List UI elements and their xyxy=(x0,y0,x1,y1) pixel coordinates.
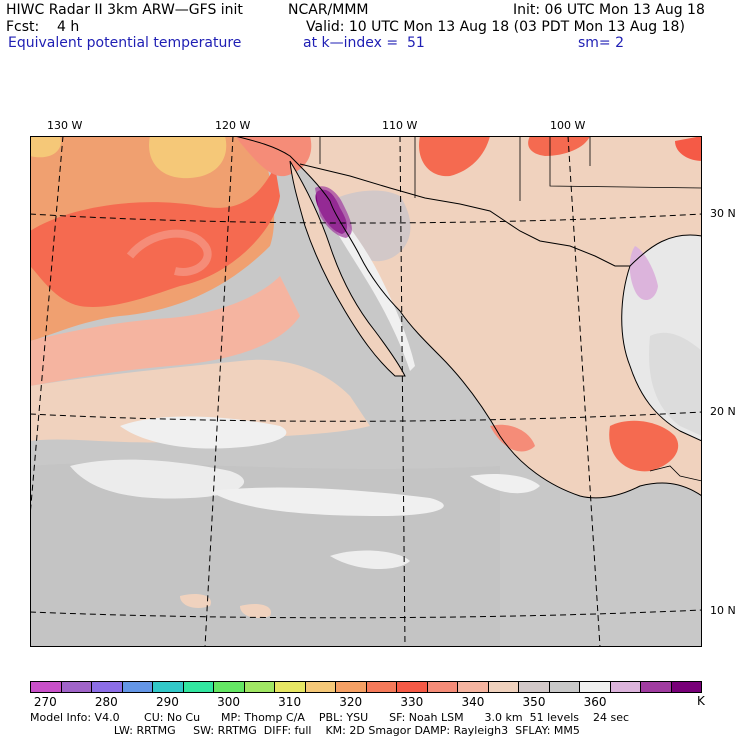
colorbar-tick-label: 320 xyxy=(339,695,363,709)
colorbar-swatch xyxy=(153,682,184,692)
colorbar-tick-label: 270 xyxy=(33,695,57,709)
lon-line-130w xyxy=(30,136,64,517)
pacific-coastline xyxy=(234,136,702,499)
colorbar-swatch xyxy=(31,682,62,692)
model-info-line-2: LW: RRTMG SW: RRTMG DIFF: full KM: 2D Sm… xyxy=(30,724,580,737)
central-america-border xyxy=(649,465,702,482)
colorbar-swatch xyxy=(336,682,367,692)
cloud-patch-2 xyxy=(70,459,245,499)
south-mexico-hot-patch xyxy=(609,420,679,472)
lat-label-20n: 20 N xyxy=(710,405,736,418)
colorbar-swatch xyxy=(305,682,336,692)
colorbar xyxy=(30,681,702,693)
colorbar-swatch xyxy=(366,682,397,692)
lon-line-100w xyxy=(567,136,601,647)
field-name: Equivalent potential temperature xyxy=(8,35,242,51)
lat-label-10n: 10 N xyxy=(710,604,736,617)
level-label: at k—index = 51 xyxy=(303,35,425,51)
colorbar-tick-label: 310 xyxy=(278,695,302,709)
state-borders xyxy=(319,136,702,201)
gulf-coastline xyxy=(621,265,702,442)
colorbar-swatch xyxy=(519,682,550,692)
hot-land-patch-1 xyxy=(419,136,490,177)
colorbar-swatch xyxy=(122,682,153,692)
forecast-hour: Fcst: 4 h xyxy=(6,19,80,35)
colorbar-swatch xyxy=(641,682,672,692)
texas-coastline xyxy=(629,234,702,267)
lon-label-110w: 110 W xyxy=(382,119,418,132)
lon-line-120w xyxy=(204,136,234,647)
lat-label-30n: 30 N xyxy=(710,207,736,220)
colorbar-swatch xyxy=(671,682,701,692)
colorbar-tick-label: 280 xyxy=(94,695,118,709)
map-frame xyxy=(30,136,702,647)
cloud-patch-3 xyxy=(210,487,444,516)
cloud-patch-1 xyxy=(120,416,287,449)
transition-zone xyxy=(30,276,300,386)
colorbar-swatch xyxy=(397,682,428,692)
graticule xyxy=(30,136,702,647)
hot-land-patch-2 xyxy=(528,136,590,156)
cloud-patch-5 xyxy=(470,474,540,494)
warm-ocean-corner-patch xyxy=(30,136,61,158)
lon-line-110w xyxy=(399,136,406,647)
gulf-gray-area xyxy=(649,332,702,436)
desert-gray-area xyxy=(330,190,411,262)
model-info-line-1: Model Info: V4.0 CU: No Cu MP: Thomp C/A… xyxy=(30,711,630,724)
model-title: HIWC Radar II 3km ARW—GFS init xyxy=(6,2,243,18)
tan-zone xyxy=(30,359,370,443)
lon-label-130w: 130 W xyxy=(47,119,83,132)
colorbar-swatch xyxy=(92,682,123,692)
warm-ocean-top-patch xyxy=(149,136,227,179)
lon-label-120w: 120 W xyxy=(215,119,251,132)
colorbar-swatch xyxy=(610,682,641,692)
organization-label: NCAR/MMM xyxy=(288,2,369,18)
colorbar-swatch xyxy=(244,682,275,692)
swirl-feature xyxy=(126,229,212,276)
valid-time: Valid: 10 UTC Mon 13 Aug 18 (03 PDT Mon … xyxy=(306,19,685,35)
colorbar-swatch xyxy=(458,682,489,692)
colorbar-swatch xyxy=(214,682,245,692)
map-canvas xyxy=(30,136,702,647)
mexico-warm-patch xyxy=(490,424,535,452)
init-time: Init: 06 UTC Mon 13 Aug 18 xyxy=(513,2,705,18)
colorbar-tick-label: 340 xyxy=(461,695,485,709)
tan-speck-2 xyxy=(240,604,271,618)
baja-peninsula xyxy=(290,161,405,376)
colorbar-swatch xyxy=(488,682,519,692)
lon-label-100w: 100 W xyxy=(550,119,586,132)
colorbar-swatch xyxy=(549,682,580,692)
colorbar-tick-label: 290 xyxy=(156,695,179,709)
colorbar-swatch xyxy=(275,682,306,692)
colorbar-tick-label: 300 xyxy=(217,695,240,709)
tan-speck-1 xyxy=(180,594,211,608)
map-panel xyxy=(30,136,702,647)
colorbar-tick-label: 360 xyxy=(583,695,607,709)
smoothing-label: sm= 2 xyxy=(578,35,625,51)
hot-land-patch-3 xyxy=(675,136,702,161)
baja-coastline xyxy=(289,160,406,377)
colorbar-swatch xyxy=(580,682,611,692)
colorbar-tick-label: 330 xyxy=(400,695,424,709)
colorbar-swatch xyxy=(427,682,458,692)
colorbar-unit: K xyxy=(697,694,705,708)
gulf-of-california xyxy=(325,201,415,371)
colorbar-tick-label: 350 xyxy=(522,695,546,709)
cloud-patch-4 xyxy=(330,550,410,570)
colorbar-swatch xyxy=(61,682,92,692)
colorbar-swatch xyxy=(183,682,214,692)
